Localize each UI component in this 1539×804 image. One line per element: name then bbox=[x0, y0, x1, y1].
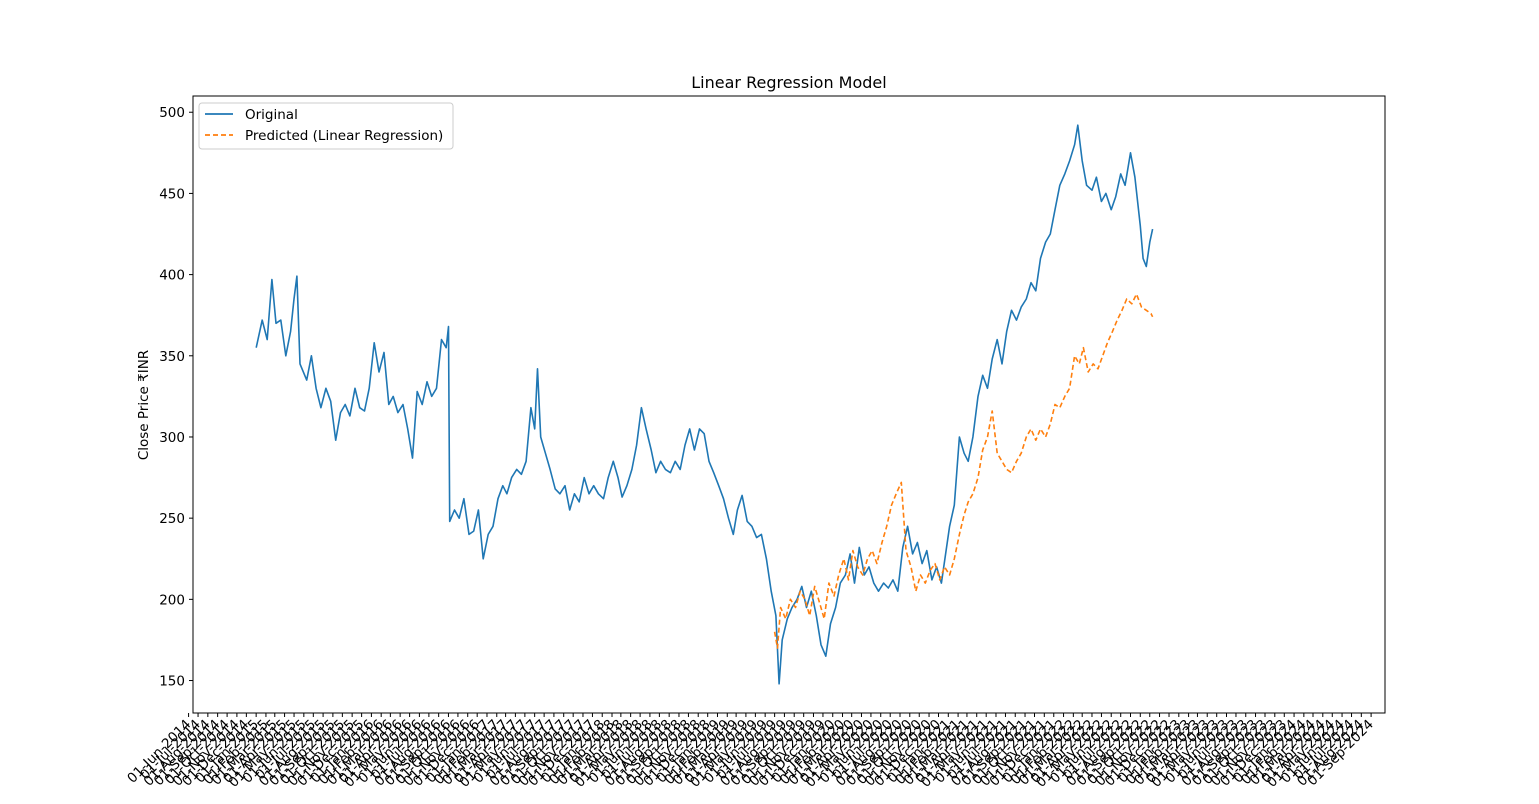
series-line-original bbox=[255, 124, 1154, 685]
legend-label-original: Original bbox=[245, 107, 298, 123]
y-axis: 150 200 250 300 350 400 450 500 bbox=[159, 105, 193, 690]
chart-title: Linear Regression Model bbox=[691, 73, 886, 92]
legend-label-predicted: Predicted (Linear Regression) bbox=[245, 128, 443, 144]
legend: Original Predicted (Linear Regression) bbox=[198, 102, 454, 150]
y-tick-label: 250 bbox=[159, 511, 185, 527]
y-tick-label: 500 bbox=[159, 105, 185, 121]
y-tick-label: 200 bbox=[159, 592, 185, 608]
x-axis: 01-Jun-201401-Jul-201401-Aug-201401-Sep-… bbox=[124, 713, 1377, 791]
series-layer bbox=[255, 124, 1154, 685]
y-tick-label: 400 bbox=[159, 268, 185, 284]
y-tick-label: 350 bbox=[159, 349, 185, 365]
y-tick-label: 150 bbox=[159, 674, 185, 690]
plot-area bbox=[192, 95, 1386, 714]
y-tick-label: 450 bbox=[159, 186, 185, 202]
legend-box bbox=[198, 102, 454, 150]
y-axis-label: Close Price ₹INR bbox=[136, 350, 152, 460]
y-tick-label: 300 bbox=[159, 430, 185, 446]
